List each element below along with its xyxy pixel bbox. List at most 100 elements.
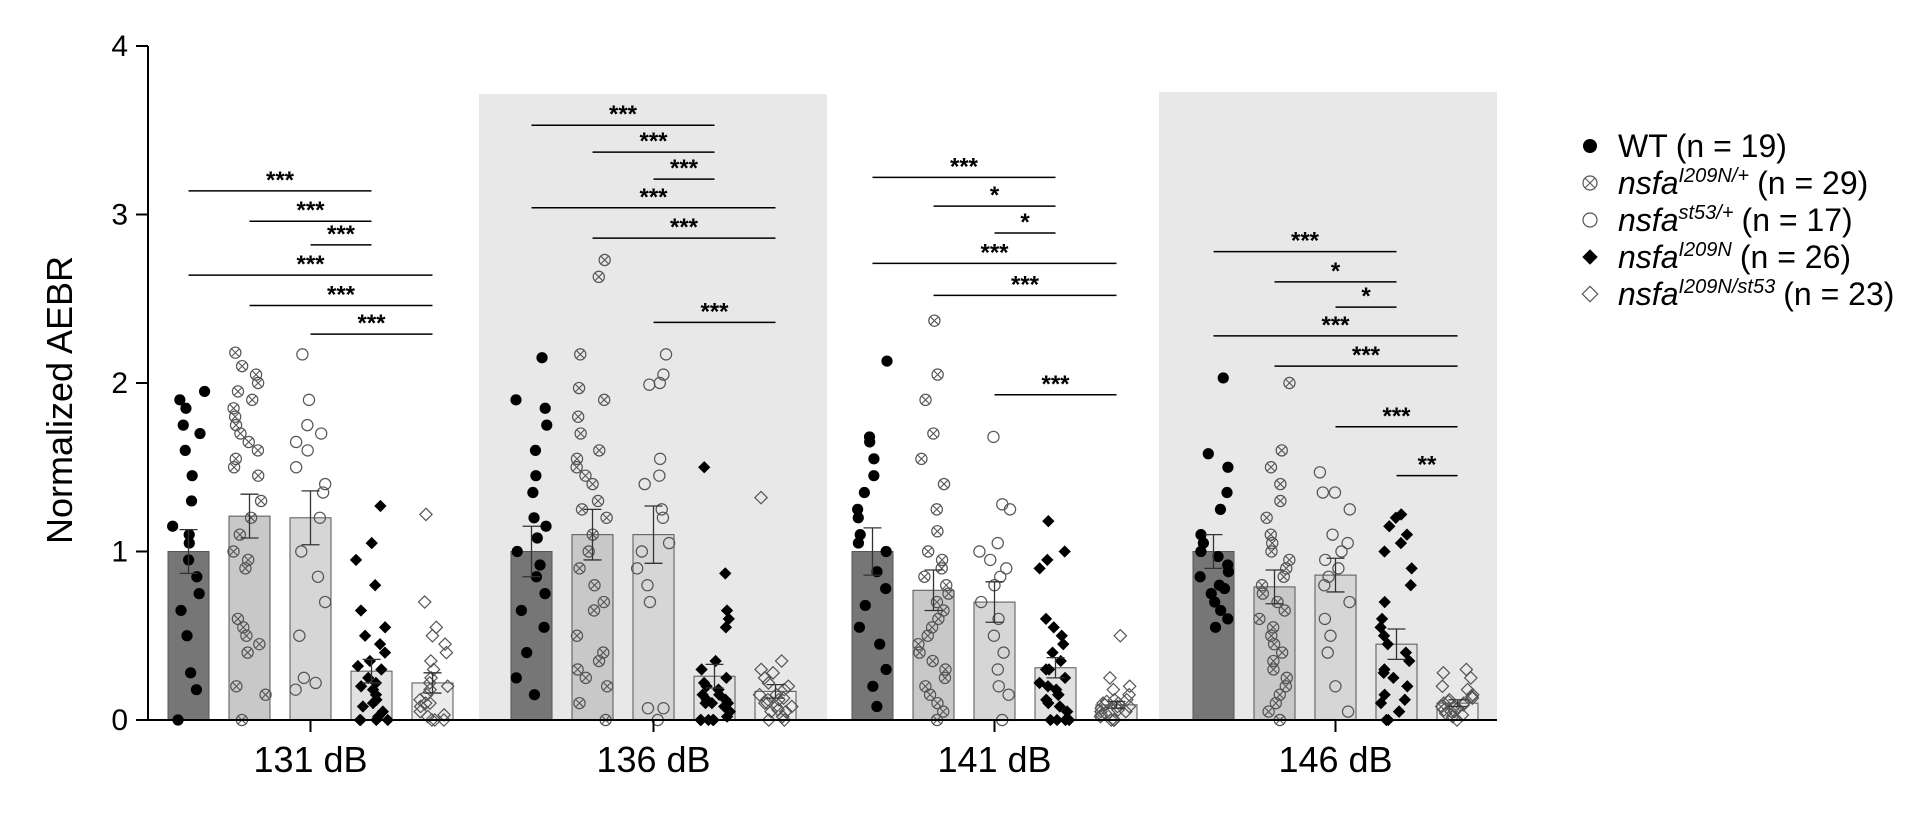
point-hom-1-14 — [712, 683, 725, 696]
point-trans-3-8 — [1456, 697, 1471, 712]
point-wt-2-8 — [880, 545, 892, 558]
point-trans-2-21 — [1099, 694, 1114, 709]
point-st53-3-15 — [1313, 466, 1327, 479]
point-wt-2-13 — [858, 486, 870, 499]
point-het-0-3-ring — [241, 646, 254, 659]
point-trans-0-12 — [424, 670, 439, 685]
point-hom-0-16 — [363, 654, 377, 668]
point-het-0-28-cross — [231, 348, 240, 357]
point-het-1-14 — [600, 511, 613, 525]
point-hom-3-16 — [1405, 562, 1418, 575]
point-hom-2-12 — [1058, 671, 1072, 685]
point-het-2-26-ring — [919, 393, 932, 407]
point-trans-3-22 — [1447, 699, 1462, 714]
point-hom-0-6 — [356, 700, 370, 713]
point-wt-0-4 — [175, 604, 187, 617]
point-wt-1-4 — [515, 604, 527, 617]
point-hom-2-4 — [1061, 705, 1074, 718]
point-het-0-13-ring — [254, 494, 268, 508]
point-wt-2-9 — [852, 537, 865, 549]
point-het-3-1-ring — [1262, 705, 1275, 718]
point-het-3-5-ring — [1280, 671, 1293, 685]
point-het-1-7-cross — [572, 631, 582, 641]
point-het-0-18 — [242, 435, 255, 449]
point-het-1-27-ring — [598, 253, 611, 267]
point-het-2-4-ring — [919, 680, 932, 693]
point-het-1-9 — [597, 595, 611, 609]
point-hom-0-23 — [349, 553, 363, 567]
point-trans-3-17 — [1435, 679, 1450, 694]
point-hom-1-6 — [723, 705, 737, 718]
point-het-2-1-ring — [937, 705, 950, 718]
point-wt-2-0 — [871, 700, 883, 713]
point-het-1-15-ring — [591, 494, 605, 508]
point-het-2-14 — [930, 595, 944, 609]
point-trans-2-22 — [1107, 712, 1122, 728]
point-het-1-22-cross — [573, 412, 583, 422]
legend-name-st53: nsfa — [1618, 202, 1678, 238]
point-het-2-22-cross — [932, 505, 942, 514]
point-het-1-11-ring — [573, 562, 586, 575]
point-het-0-13 — [254, 494, 268, 508]
point-het-2-8-ring — [913, 646, 926, 659]
point-het-0-24 — [231, 385, 245, 398]
point-het-0-10-ring — [227, 545, 240, 558]
point-het-3-13-cross — [1280, 606, 1289, 615]
point-het-1-20-ring — [593, 444, 606, 457]
point-wt-1-10 — [540, 520, 552, 532]
point-het-2-22-ring — [930, 503, 943, 516]
sig-label-2-4: *** — [1011, 271, 1040, 298]
y-tick-label-4: 4 — [111, 30, 128, 63]
point-hom-0-24 — [365, 536, 378, 550]
point-het-1-24-ring — [572, 381, 586, 395]
point-st53-0-1 — [309, 676, 322, 690]
point-het-1-15-cross — [593, 496, 603, 506]
point-st53-1-4 — [641, 579, 654, 592]
point-het-3-23 — [1260, 511, 1273, 525]
point-wt-1-3 — [538, 621, 550, 633]
point-hom-2-22 — [1058, 545, 1071, 558]
point-het-0-28 — [229, 346, 242, 359]
legend-sup-st53: st53/+ — [1678, 202, 1733, 224]
point-het-3-5-cross — [1282, 673, 1292, 683]
point-st53-0-5 — [311, 570, 325, 583]
point-het-2-28 — [928, 314, 941, 327]
point-wt-1-13 — [530, 470, 542, 482]
point-trans-1-4 — [784, 699, 799, 714]
point-het-1-16-ring — [586, 477, 599, 491]
point-trans-1-22 — [761, 712, 776, 728]
point-het-0-17 — [251, 444, 265, 457]
point-st53-2-7 — [974, 595, 988, 609]
point-het-1-18-ring — [570, 461, 583, 474]
point-hom-3-14 — [1378, 595, 1391, 609]
point-st53-0-4 — [318, 595, 332, 609]
point-wt-3-11 — [1195, 545, 1207, 558]
point-het-0-17-ring — [251, 444, 265, 457]
point-st53-3-2 — [1321, 646, 1334, 659]
point-het-1-24 — [572, 381, 586, 395]
point-wt-3-18 — [1217, 372, 1229, 384]
point-trans-0-17 — [425, 628, 440, 643]
legend-name-hom: nsfa — [1618, 239, 1678, 275]
legend-name-trans: nsfa — [1618, 276, 1678, 312]
point-hom-3-22 — [1395, 508, 1408, 521]
legend-label-st53: nsfast53/+ (n = 17) — [1618, 202, 1853, 238]
point-het-0-1-cross — [261, 690, 270, 700]
point-het-1-21-cross — [576, 429, 585, 438]
point-st53-1-13 — [653, 376, 667, 390]
point-st53-2-6 — [992, 612, 1005, 626]
point-het-3-19 — [1283, 553, 1296, 567]
sig-label-0-5: *** — [357, 310, 386, 337]
point-het-3-7-ring — [1267, 654, 1280, 668]
point-het-2-5-ring — [938, 671, 952, 685]
point-het-3-16-ring — [1255, 579, 1269, 592]
legend-label-het: nsfaI209N/+ (n = 29) — [1618, 165, 1868, 201]
point-het-3-8-cross — [1277, 648, 1287, 657]
point-trans-2-4 — [1118, 704, 1133, 719]
point-wt-1-14 — [529, 444, 542, 456]
point-het-1-4 — [571, 663, 584, 676]
point-trans-1-18 — [754, 490, 769, 505]
point-het-1-1 — [573, 696, 586, 710]
point-wt-0-12 — [186, 470, 198, 482]
